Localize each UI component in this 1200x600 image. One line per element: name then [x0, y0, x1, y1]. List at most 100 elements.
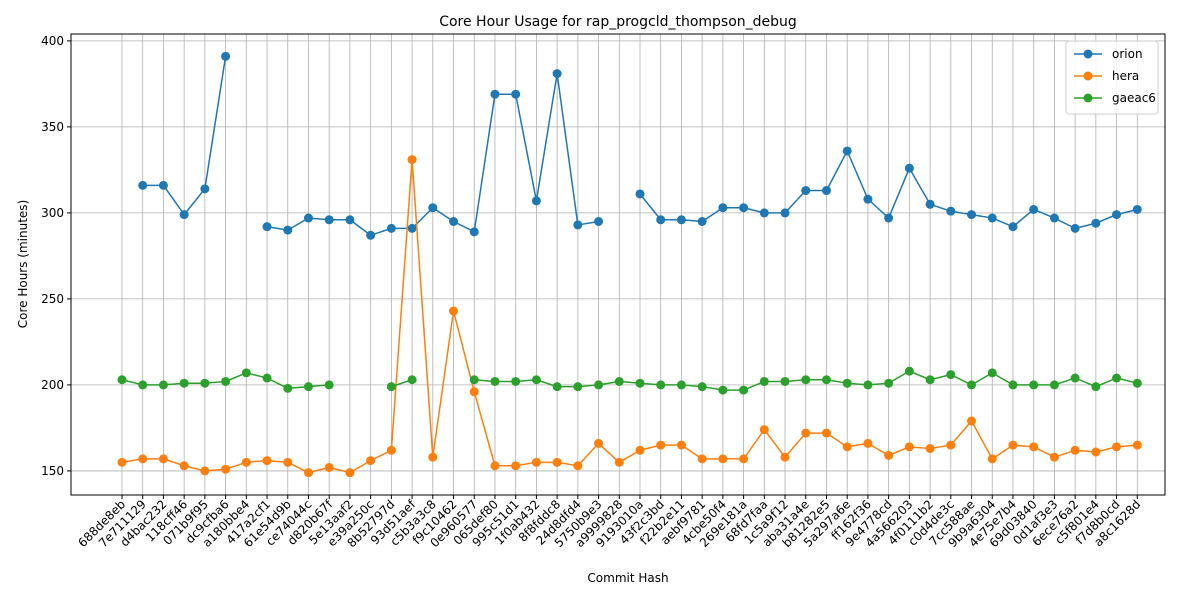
data-point-gaeac6: [407, 375, 417, 385]
data-point-orion: [635, 189, 645, 199]
data-point-hera: [1008, 440, 1018, 450]
data-point-orion: [511, 89, 521, 99]
data-point-hera: [801, 428, 811, 438]
legend: orion hera gaeac6: [1065, 40, 1159, 115]
data-point-gaeac6: [1008, 380, 1018, 390]
data-point-hera: [366, 456, 376, 466]
data-point-orion: [573, 220, 583, 230]
data-point-hera: [531, 457, 541, 467]
data-point-hera: [904, 442, 914, 452]
data-point-hera: [925, 444, 935, 454]
data-point-gaeac6: [117, 375, 127, 385]
data-point-orion: [656, 215, 666, 225]
data-point-hera: [324, 462, 334, 472]
data-point-hera: [697, 454, 707, 464]
data-point-hera: [221, 464, 231, 474]
data-point-gaeac6: [780, 376, 790, 386]
data-point-hera: [946, 440, 956, 450]
data-point-orion: [552, 69, 562, 79]
data-point-gaeac6: [967, 380, 977, 390]
chart-title: Core Hour Usage for rap_progcld_thompson…: [439, 14, 797, 30]
data-point-gaeac6: [697, 382, 707, 392]
data-point-hera: [842, 442, 852, 452]
data-point-hera: [490, 461, 500, 471]
data-point-gaeac6: [283, 383, 293, 393]
data-point-gaeac6: [1029, 380, 1039, 390]
series-gaeac6: [117, 366, 1142, 395]
data-point-gaeac6: [884, 378, 894, 388]
legend-label: hera: [1112, 69, 1139, 83]
data-point-hera: [821, 428, 831, 438]
data-point-gaeac6: [656, 380, 666, 390]
data-point-orion: [780, 208, 790, 218]
data-point-orion: [1112, 210, 1122, 220]
data-point-hera: [283, 457, 293, 467]
plot-frame: [70, 33, 1166, 496]
data-point-hera: [179, 461, 189, 471]
data-point-hera: [594, 438, 604, 448]
data-point-gaeac6: [718, 385, 728, 395]
data-point-hera: [552, 457, 562, 467]
data-point-orion: [1029, 204, 1039, 214]
data-point-gaeac6: [200, 378, 210, 388]
data-point-hera: [407, 155, 417, 165]
data-point-orion: [1091, 218, 1101, 228]
data-point-hera: [200, 466, 210, 476]
data-point-orion: [946, 206, 956, 216]
data-point-orion: [967, 210, 977, 220]
data-point-orion: [718, 203, 728, 213]
data-point-hera: [511, 461, 521, 471]
data-point-hera: [718, 454, 728, 464]
data-point-orion: [138, 180, 148, 190]
data-point-hera: [1049, 452, 1059, 462]
y-axis: 150 200 250 300 350 400: [41, 34, 71, 478]
data-point-orion: [759, 208, 769, 218]
data-point-gaeac6: [1070, 373, 1080, 383]
data-point-hera: [345, 468, 355, 478]
data-point-gaeac6: [573, 382, 583, 392]
data-point-orion: [904, 163, 914, 173]
data-point-orion: [1132, 204, 1142, 214]
data-point-orion: [490, 89, 500, 99]
data-point-gaeac6: [386, 382, 396, 392]
data-point-orion: [303, 213, 313, 223]
data-point-hera: [780, 452, 790, 462]
data-point-orion: [283, 225, 293, 235]
data-point-gaeac6: [303, 382, 313, 392]
data-point-gaeac6: [1132, 378, 1142, 388]
data-point-orion: [863, 194, 873, 204]
data-point-gaeac6: [138, 380, 148, 390]
data-point-hera: [1132, 440, 1142, 450]
data-point-hera: [138, 454, 148, 464]
data-point-hera: [241, 457, 251, 467]
data-point-hera: [676, 440, 686, 450]
data-point-orion: [987, 213, 997, 223]
data-point-orion: [1049, 213, 1059, 223]
y-tick-label: 350: [41, 120, 64, 134]
data-point-gaeac6: [469, 375, 479, 385]
data-point-gaeac6: [511, 376, 521, 386]
data-point-orion: [324, 215, 334, 225]
data-point-hera: [1029, 442, 1039, 452]
y-tick-label: 250: [41, 292, 64, 306]
data-point-gaeac6: [801, 375, 811, 385]
data-point-hera: [158, 454, 168, 464]
data-point-gaeac6: [946, 370, 956, 380]
y-tick-label: 300: [41, 206, 64, 220]
data-point-orion: [531, 196, 541, 206]
data-point-orion: [262, 222, 272, 232]
data-point-orion: [594, 216, 604, 226]
data-point-hera: [117, 457, 127, 467]
data-point-hera: [1112, 442, 1122, 452]
data-point-gaeac6: [552, 382, 562, 392]
data-point-orion: [158, 180, 168, 190]
y-axis-title: Core Hours (minutes): [16, 200, 30, 329]
data-point-gaeac6: [241, 368, 251, 378]
data-point-gaeac6: [987, 368, 997, 378]
data-point-orion: [842, 146, 852, 156]
data-point-orion: [884, 213, 894, 223]
data-point-gaeac6: [324, 380, 334, 390]
data-point-orion: [407, 223, 417, 233]
data-point-hera: [262, 456, 272, 466]
